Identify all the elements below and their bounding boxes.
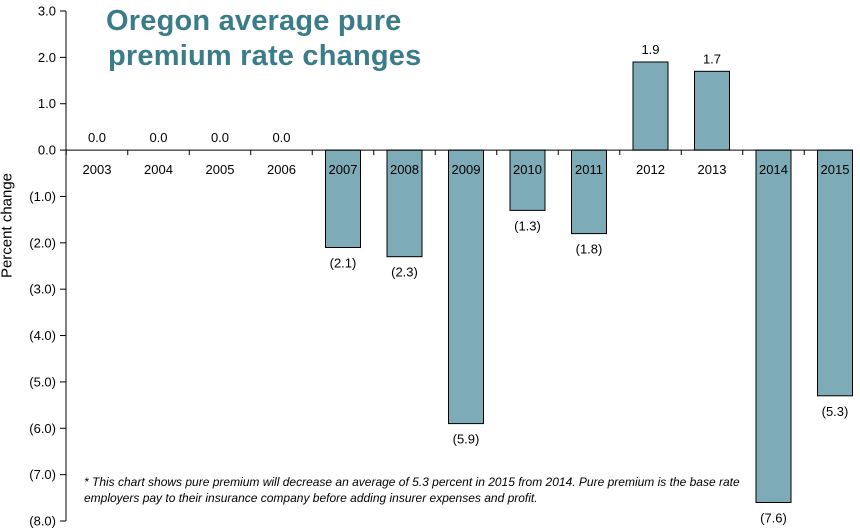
x-tick-label-2013: 2013 — [698, 162, 727, 177]
y-tick-label: 0.0 — [38, 143, 56, 158]
data-label-2009: (5.9) — [453, 432, 480, 447]
y-tick-label: (3.0) — [29, 282, 56, 297]
y-tick-label: (1.0) — [29, 189, 56, 204]
data-label-2008: (2.3) — [391, 265, 418, 280]
x-tick-label-2008: 2008 — [390, 162, 419, 177]
chart-title-line-1: Oregon average pure — [106, 5, 402, 37]
data-label-2005: 0.0 — [211, 130, 229, 145]
bar-2012 — [632, 61, 669, 151]
chart-title: Oregon average pure premium rate changes — [106, 4, 421, 74]
data-label-2004: 0.0 — [149, 130, 167, 145]
x-tick-label-2014: 2014 — [759, 162, 788, 177]
y-tick-label: (5.0) — [29, 374, 56, 389]
y-tick-label: (6.0) — [29, 421, 56, 436]
bar-2009 — [448, 149, 484, 425]
x-tick-label-2006: 2006 — [267, 162, 296, 177]
bar-2015 — [817, 149, 853, 397]
bar-2010 — [509, 149, 546, 211]
data-label-2013: 1.7 — [703, 51, 721, 66]
y-tick-label: 2.0 — [38, 50, 56, 65]
data-label-2006: 0.0 — [272, 130, 290, 145]
bar-2014 — [755, 149, 792, 503]
data-label-2014: (7.6) — [760, 510, 787, 525]
x-tick-label-2004: 2004 — [144, 162, 173, 177]
y-tick-label: (4.0) — [29, 328, 56, 343]
x-tick-label-2009: 2009 — [452, 162, 481, 177]
bar-2007 — [325, 149, 361, 249]
x-tick-label-2007: 2007 — [329, 162, 358, 177]
data-label-2015: (5.3) — [822, 404, 849, 419]
bar-2008 — [386, 149, 423, 258]
chart-footnote: * This chart shows pure premium will dec… — [84, 475, 740, 505]
bar-2011 — [571, 149, 607, 235]
y-tick-label: (8.0) — [29, 514, 56, 529]
x-tick-label-2011: 2011 — [575, 162, 603, 177]
bar-2013 — [694, 70, 730, 151]
data-label-2007: (2.1) — [330, 255, 357, 270]
x-tick-label-2010: 2010 — [513, 162, 542, 177]
data-label-2003: 0.0 — [88, 130, 106, 145]
data-label-2012: 1.9 — [641, 42, 659, 57]
y-tick-label: (2.0) — [29, 235, 56, 250]
x-tick-label-2003: 2003 — [83, 162, 112, 177]
x-tick-label-2015: 2015 — [821, 162, 850, 177]
data-label-2010: (1.3) — [514, 218, 541, 233]
x-tick-label-2005: 2005 — [206, 162, 235, 177]
y-tick-label: 1.0 — [38, 96, 56, 111]
data-label-2011: (1.8) — [576, 242, 603, 257]
chart-title-line-2: premium rate changes — [108, 40, 422, 72]
y-tick-label: (7.0) — [29, 467, 56, 482]
y-tick-label: 3.0 — [38, 4, 56, 19]
x-tick-label-2012: 2012 — [636, 162, 665, 177]
